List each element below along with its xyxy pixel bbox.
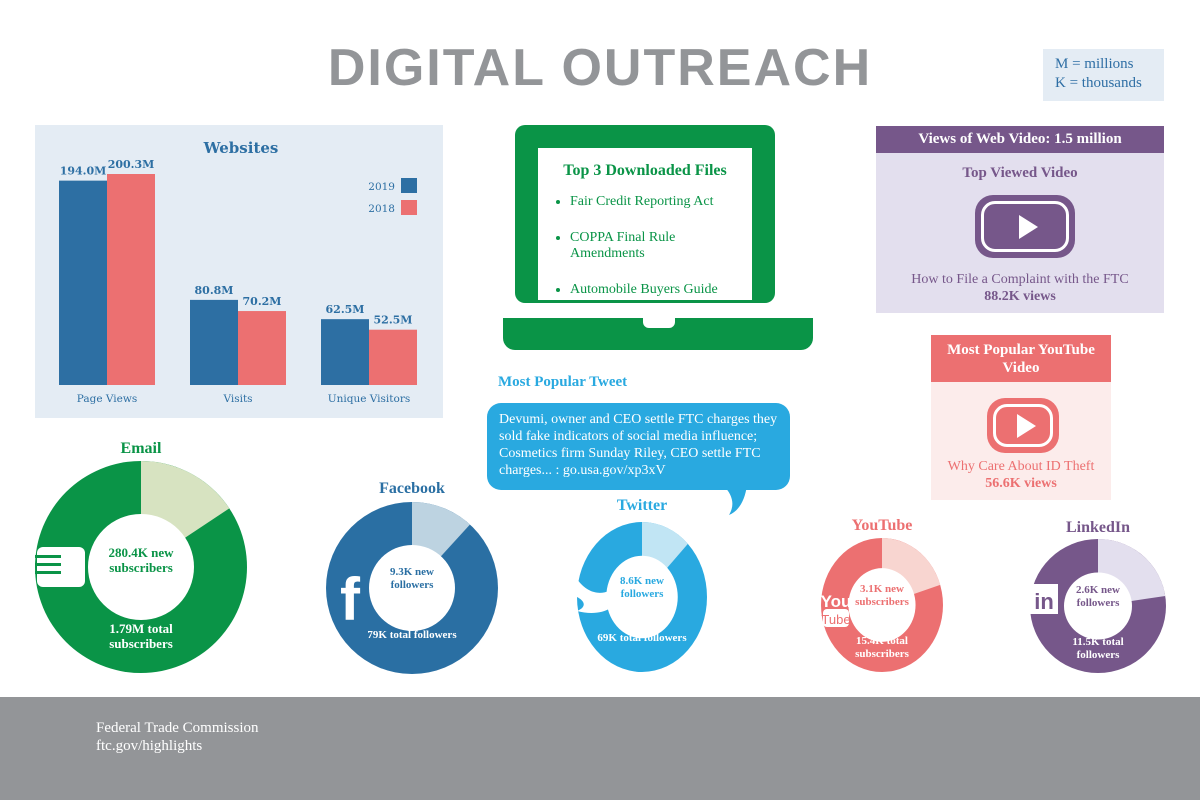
donut-title: YouTube xyxy=(851,517,913,534)
bar-2018 xyxy=(369,329,417,385)
facebook-icon-glyph: f xyxy=(340,566,361,633)
category-label: Page Views xyxy=(77,393,137,405)
youtube-icon: YouTube xyxy=(821,592,852,627)
youtube-icon-tube: Tube xyxy=(821,612,850,627)
web-video-views: 88.2K views xyxy=(984,289,1056,304)
donut-hole xyxy=(369,545,455,631)
bar-data-label: 200.3M xyxy=(108,158,155,171)
donut-total-label: 11.5K total followers xyxy=(1072,635,1124,661)
email-icon-envelope xyxy=(37,547,85,587)
youtube-video-views: 56.6K views xyxy=(985,476,1057,491)
tweet-bubble-tail xyxy=(723,485,747,515)
web-video-panel: Top Viewed Video How to File a Complaint… xyxy=(876,153,1164,313)
email-icon-line xyxy=(35,571,61,574)
donut-new-label: 9.3K new followers xyxy=(390,566,434,591)
bar-2018 xyxy=(238,311,286,385)
donut-total-label: 1.79M total subscribers xyxy=(109,620,173,651)
bar-data-label: 194.0M xyxy=(60,165,107,178)
donut-hole xyxy=(88,514,194,620)
donut-total-label: 15.4K total subscribers xyxy=(855,634,909,660)
tweet-bubble: Devumi, owner and CEO settle FTC charges… xyxy=(487,403,790,490)
web-video-header: Views of Web Video: 1.5 million xyxy=(876,126,1164,153)
download-item: COPPA Final Rule Amendments xyxy=(570,230,752,262)
websites-panel: Websites 194.0M 200.3M Page Views 80.8M 70.2M… xyxy=(35,125,443,418)
donut-total-label: 69K total followers xyxy=(597,631,687,644)
twitter-bird xyxy=(577,579,622,614)
tweet-heading: Most Popular Tweet xyxy=(498,374,628,390)
footer-url[interactable]: ftc.gov/highlights xyxy=(96,738,203,754)
bar-data-label: 52.5M xyxy=(374,314,413,327)
downloads-panel: Top 3 Downloaded Files Fair Credit Repor… xyxy=(538,148,752,300)
bar-data-label: 70.2M xyxy=(243,295,282,308)
linkedin-icon: in xyxy=(1030,584,1058,614)
youtube-icon-you: You xyxy=(821,592,852,611)
donut-new-label: 3.1K new subscribers xyxy=(855,583,909,608)
download-item: Fair Credit Reporting Act xyxy=(570,194,752,210)
email-icon xyxy=(35,547,85,587)
linkedin-icon-box xyxy=(1030,584,1058,614)
email-icon-line xyxy=(35,563,61,566)
footer-org: Federal Trade Commission xyxy=(96,720,259,736)
bar-2019 xyxy=(321,319,369,385)
donut-hole xyxy=(1064,572,1132,640)
web-video-name[interactable]: How to File a Complaint with the FTC xyxy=(911,272,1129,287)
category-label: Unique Visitors xyxy=(328,393,410,405)
units-thousands: K = thousands xyxy=(1055,75,1142,91)
youtube-video-header: Most Popular YouTube Video xyxy=(931,335,1111,382)
youtube-icon-box xyxy=(823,609,849,627)
facebook-icon: f xyxy=(340,566,361,633)
donut-title: Facebook xyxy=(379,480,445,497)
bar-2018 xyxy=(107,174,155,385)
bar-data-label: 80.8M xyxy=(195,284,234,297)
donut-hole xyxy=(606,555,678,639)
donut-title: Email xyxy=(120,440,162,457)
bar-data-label: 62.5M xyxy=(326,303,365,316)
youtube-video-panel: Why Care About ID Theft 56.6K views xyxy=(931,382,1111,500)
youtube-video-name[interactable]: Why Care About ID Theft xyxy=(947,459,1095,474)
downloads-title: Top 3 Downloaded Files xyxy=(563,162,727,179)
web-video-subtitle: Top Viewed Video xyxy=(962,165,1078,181)
bar-2019 xyxy=(59,180,107,385)
download-item: Automobile Buyers Guide xyxy=(570,282,752,298)
donut-new-label: 280.4K new subscribers xyxy=(108,545,174,575)
laptop-notch xyxy=(643,318,675,328)
donut-new-label: 8.6K new followers xyxy=(620,575,664,600)
legend-swatch xyxy=(401,178,417,193)
legend-swatch xyxy=(401,200,417,215)
chart-title: Websites xyxy=(203,139,279,157)
social-donuts: f YouTube in xyxy=(35,461,1166,674)
footer: Federal Trade Commission ftc.gov/highlig… xyxy=(0,697,1200,800)
email-icon-line xyxy=(35,555,61,558)
play-icon[interactable] xyxy=(975,195,1075,258)
legend-label: 2018 xyxy=(368,203,395,215)
play-icon[interactable] xyxy=(987,398,1059,453)
donut-hole xyxy=(848,568,916,642)
category-label: Visits xyxy=(222,393,252,405)
twitter-icon xyxy=(577,579,622,614)
linkedin-icon-glyph: in xyxy=(1034,589,1054,614)
units-millions: M = millions xyxy=(1055,56,1134,72)
donut-title: LinkedIn xyxy=(1065,519,1131,536)
donut-title: Twitter xyxy=(616,497,668,514)
donut-total-label: 79K total followers xyxy=(367,629,457,642)
legend-label: 2019 xyxy=(368,181,395,193)
page-title: DIGITAL OUTREACH xyxy=(327,39,873,97)
units-legend: M = millions K = thousands xyxy=(1043,49,1164,101)
donut-new-label: 2.6K new followers xyxy=(1076,584,1120,609)
bar-2019 xyxy=(190,299,238,385)
